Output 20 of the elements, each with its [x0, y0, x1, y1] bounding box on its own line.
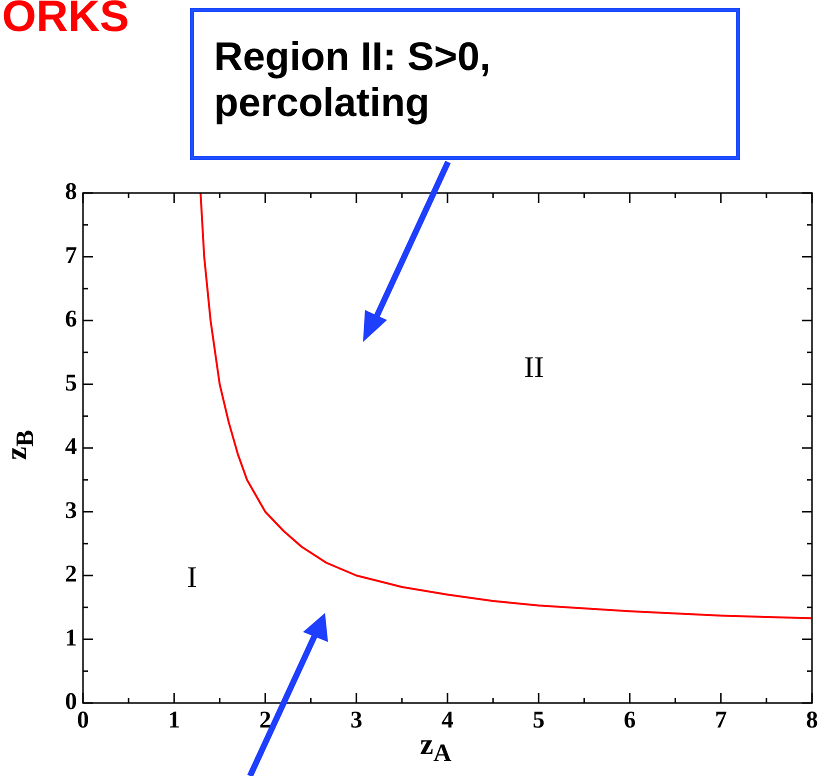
x-tick-label: 5 — [532, 708, 545, 734]
y-tick-label: 2 — [65, 562, 77, 588]
y-tick-label: 5 — [65, 370, 77, 396]
y-tick-label: 6 — [65, 306, 77, 333]
x-tick-label: 3 — [350, 708, 362, 734]
y-tick-label: 0 — [65, 689, 77, 716]
x-tick-label: 7 — [714, 708, 727, 734]
y-tick-label: 4 — [65, 434, 77, 460]
y-tick-label: 7 — [65, 242, 77, 269]
text: ORKS — [2, 0, 130, 42]
x-tick-label: 2 — [259, 708, 272, 734]
y-tick-label: 3 — [65, 498, 77, 524]
y-tick-label: 1 — [65, 625, 77, 652]
x-tick-label: 1 — [168, 708, 180, 734]
y-tick-label: 8 — [65, 179, 77, 206]
text: Region II: S>0, percolating — [190, 8, 740, 160]
annotation: I — [187, 561, 197, 595]
x-tick-label: 8 — [806, 708, 818, 734]
x-tick-label: 6 — [624, 708, 636, 734]
annotation: II — [524, 351, 544, 385]
